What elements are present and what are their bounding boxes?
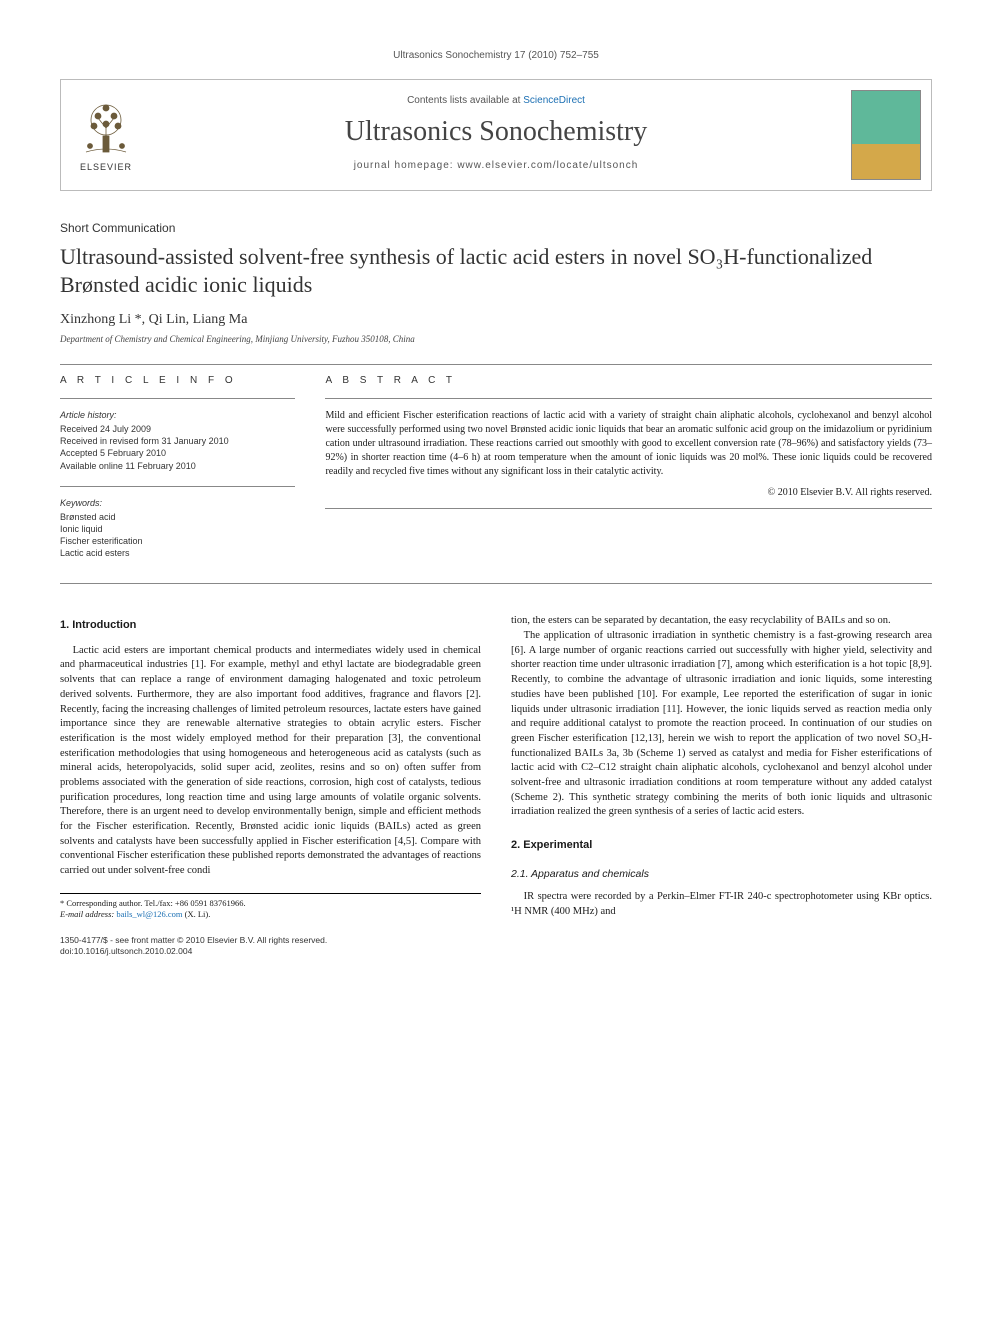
journal-name: Ultrasonics Sonochemistry bbox=[151, 116, 841, 148]
body-paragraph-continued: tion, the esters can be separated by dec… bbox=[511, 614, 932, 629]
keyword: Fischer esterification bbox=[60, 535, 295, 547]
info-rule-2 bbox=[60, 486, 295, 487]
publisher-logo-block: ELSEVIER bbox=[61, 80, 151, 190]
front-matter-line: 1350-4177/$ - see front matter © 2010 El… bbox=[60, 935, 481, 946]
corresponding-line: * Corresponding author. Tel./fax: +86 05… bbox=[60, 898, 481, 909]
page-container: Ultrasonics Sonochemistry 17 (2010) 752–… bbox=[0, 0, 992, 1008]
header-center: Contents lists available at ScienceDirec… bbox=[151, 80, 841, 190]
info-abstract-row: A R T I C L E I N F O Article history: R… bbox=[60, 375, 932, 573]
rule-bottom bbox=[60, 583, 932, 584]
article-history-label: Article history: bbox=[60, 409, 295, 421]
journal-homepage-line: journal homepage: www.elsevier.com/locat… bbox=[151, 160, 841, 171]
history-line: Accepted 5 February 2010 bbox=[60, 447, 295, 459]
front-matter-footer: 1350-4177/$ - see front matter © 2010 El… bbox=[60, 935, 481, 958]
abstract-heading: A B S T R A C T bbox=[325, 375, 932, 386]
cover-thumbnail-block bbox=[841, 80, 931, 190]
corresponding-author-footnote: * Corresponding author. Tel./fax: +86 05… bbox=[60, 893, 481, 921]
corresponding-email-link[interactable]: bails_wl@126.com bbox=[116, 909, 182, 919]
homepage-prefix: journal homepage: bbox=[354, 160, 458, 171]
history-line: Received 24 July 2009 bbox=[60, 423, 295, 435]
keyword: Ionic liquid bbox=[60, 523, 295, 535]
body-paragraph: The application of ultrasonic irradiatio… bbox=[511, 629, 932, 820]
info-rule-1 bbox=[60, 398, 295, 399]
email-suffix: (X. Li). bbox=[185, 909, 211, 919]
elsevier-label: ELSEVIER bbox=[80, 162, 132, 172]
body-paragraph: IR spectra were recorded by a Perkin–Elm… bbox=[511, 890, 932, 919]
section-2-heading: 2. Experimental bbox=[511, 838, 932, 853]
running-head: Ultrasonics Sonochemistry 17 (2010) 752–… bbox=[60, 50, 932, 61]
email-line: E-mail address: bails_wl@126.com (X. Li)… bbox=[60, 909, 481, 920]
journal-cover-icon bbox=[851, 90, 921, 180]
abstract-text: Mild and efficient Fischer esterificatio… bbox=[325, 409, 932, 479]
section-2-1-heading: 2.1. Apparatus and chemicals bbox=[511, 867, 932, 882]
contents-available-line: Contents lists available at ScienceDirec… bbox=[151, 95, 841, 106]
journal-header: ELSEVIER Contents lists available at Sci… bbox=[60, 79, 932, 191]
article-type: Short Communication bbox=[60, 221, 932, 235]
rule-top bbox=[60, 364, 932, 365]
sciencedirect-link[interactable]: ScienceDirect bbox=[523, 95, 585, 106]
author-list: Xinzhong Li *, Qi Lin, Liang Ma bbox=[60, 312, 932, 328]
homepage-url: www.elsevier.com/locate/ultsonch bbox=[457, 160, 638, 171]
article-info-heading: A R T I C L E I N F O bbox=[60, 375, 295, 386]
history-line: Available online 11 February 2010 bbox=[60, 460, 295, 472]
history-line: Received in revised form 31 January 2010 bbox=[60, 435, 295, 447]
section-1-heading: 1. Introduction bbox=[60, 618, 481, 633]
contents-prefix: Contents lists available at bbox=[407, 95, 523, 106]
article-title: Ultrasound-assisted solvent-free synthes… bbox=[60, 243, 932, 298]
abstract-rule-1 bbox=[325, 398, 932, 399]
elsevier-tree-icon bbox=[76, 98, 136, 158]
abstract-copyright: © 2010 Elsevier B.V. All rights reserved… bbox=[325, 487, 932, 498]
article-info-column: A R T I C L E I N F O Article history: R… bbox=[60, 375, 295, 573]
body-paragraph: Lactic acid esters are important chemica… bbox=[60, 644, 481, 879]
keywords-label: Keywords: bbox=[60, 497, 295, 509]
abstract-column: A B S T R A C T Mild and efficient Fisch… bbox=[325, 375, 932, 573]
abstract-rule-2 bbox=[325, 508, 932, 509]
keyword: Lactic acid esters bbox=[60, 547, 295, 559]
email-label: E-mail address: bbox=[60, 909, 114, 919]
keywords-block: Keywords: Brønsted acid Ionic liquid Fis… bbox=[60, 497, 295, 560]
article-history-block: Article history: Received 24 July 2009 R… bbox=[60, 409, 295, 472]
body-two-column: 1. Introduction Lactic acid esters are i… bbox=[60, 614, 932, 957]
affiliation: Department of Chemistry and Chemical Eng… bbox=[60, 334, 932, 344]
keyword: Brønsted acid bbox=[60, 511, 295, 523]
doi-line: doi:10.1016/j.ultsonch.2010.02.004 bbox=[60, 946, 481, 957]
